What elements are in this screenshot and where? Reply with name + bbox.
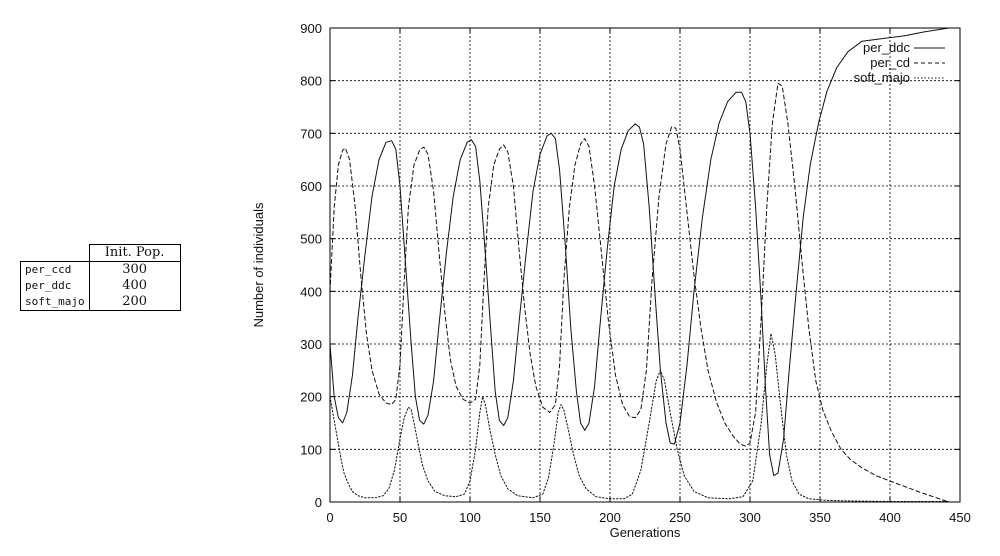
table-row-value: 300 bbox=[89, 261, 181, 278]
y-tick-label: 400 bbox=[300, 284, 322, 299]
x-tick-label: 50 bbox=[393, 510, 407, 525]
table-row: soft_majo 200 bbox=[20, 294, 181, 311]
series-line-per-ddc bbox=[329, 27, 950, 477]
x-tick-label: 0 bbox=[326, 510, 333, 525]
y-tick-label: 800 bbox=[300, 74, 322, 89]
y-tick-label: 0 bbox=[315, 495, 322, 510]
plot-frame bbox=[329, 27, 961, 503]
x-tick-label: 200 bbox=[599, 510, 621, 525]
table-row-name: per_ccd bbox=[20, 261, 90, 278]
legend-label-per-ddc: per_ddc bbox=[863, 40, 910, 55]
x-tick-label: 250 bbox=[669, 510, 691, 525]
y-tick-label: 900 bbox=[300, 21, 322, 36]
y-tick-label: 300 bbox=[300, 337, 322, 352]
series-line-soft-majo bbox=[329, 333, 950, 502]
y-tick-label: 500 bbox=[300, 232, 322, 247]
table-row: per_ccd 300 bbox=[20, 261, 181, 278]
chart-grid bbox=[330, 28, 960, 502]
x-tick-label: 350 bbox=[809, 510, 831, 525]
x-tick-label: 300 bbox=[739, 510, 761, 525]
initial-population-table: Init. Pop. per_ccd 300 per_ddc 400 soft_… bbox=[20, 244, 181, 311]
chart-ticks: 0 50 100 150 200 250 300 350 400 450 0 100 200 300 400… bbox=[300, 21, 971, 525]
table-header-init-pop: Init. Pop. bbox=[88, 244, 181, 262]
x-tick-label: 400 bbox=[879, 510, 901, 525]
x-tick-label: 150 bbox=[529, 510, 551, 525]
y-tick-label: 100 bbox=[300, 442, 322, 457]
series-line-per-cd bbox=[329, 82, 950, 503]
y-axis-label: Number of individuals bbox=[251, 202, 266, 328]
table-row-value: 400 bbox=[89, 278, 181, 294]
table-row-name: soft_majo bbox=[20, 294, 90, 311]
legend-label-soft-majo: soft_majo bbox=[854, 70, 910, 85]
y-tick-label: 600 bbox=[300, 179, 322, 194]
legend-label-per-cd: per_cd bbox=[870, 55, 910, 70]
y-tick-label: 700 bbox=[300, 126, 322, 141]
table-row-name: per_ddc bbox=[20, 278, 90, 294]
x-tick-label: 450 bbox=[949, 510, 971, 525]
x-tick-label: 100 bbox=[459, 510, 481, 525]
table-row: per_ddc 400 bbox=[20, 278, 181, 294]
table-row-value: 200 bbox=[89, 294, 181, 311]
x-axis-label: Generations bbox=[610, 525, 681, 540]
y-tick-label: 200 bbox=[300, 390, 322, 405]
chart-series bbox=[329, 27, 950, 503]
